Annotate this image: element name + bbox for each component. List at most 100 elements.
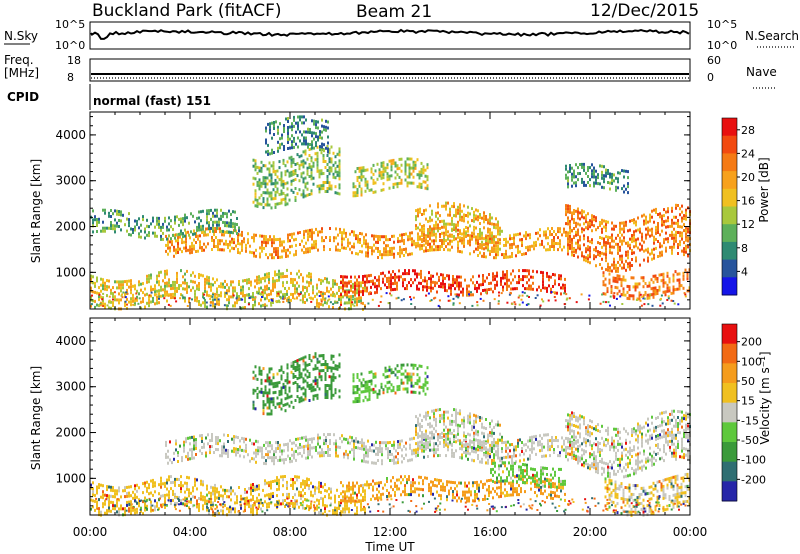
power-echo-cell — [496, 283, 498, 287]
power-echo-cell — [130, 303, 132, 307]
power-echo-cell — [671, 218, 673, 222]
power-echo-cell — [164, 281, 166, 285]
power-echo-cell — [178, 232, 180, 236]
power-echo-cell — [258, 287, 260, 291]
velocity-echo-cell — [356, 500, 358, 504]
power-echo-cell — [555, 233, 557, 236]
power-echo-cell — [128, 212, 130, 216]
power-echo-cell — [407, 238, 409, 242]
power-echo-cell — [323, 125, 325, 129]
power-echo-cell — [633, 245, 635, 249]
power-echo-cell — [506, 273, 508, 276]
velocity-echo-cell — [108, 509, 110, 513]
power-echo-cell — [619, 221, 621, 225]
power-echo-cell — [100, 277, 102, 281]
velocity-echo-cell — [534, 491, 536, 494]
power-echo-cell — [409, 252, 411, 256]
power-echo-cell — [244, 300, 246, 303]
power-echo-cell — [328, 169, 331, 173]
power-echo-cell — [398, 278, 400, 282]
power-echo-cell — [420, 182, 423, 186]
power-echo-cell — [310, 192, 313, 196]
power-echo-cell — [423, 227, 425, 231]
power-echo-cell — [558, 277, 560, 281]
power-echo-cell — [92, 275, 94, 279]
power-echo-cell — [435, 226, 437, 230]
power-echo-cell — [362, 169, 365, 173]
power-echo-cell — [264, 273, 266, 277]
power-echo-cell — [662, 272, 665, 276]
velocity-echo-cell — [410, 484, 412, 488]
power-echo-cell — [622, 278, 625, 282]
power-echo-cell — [276, 273, 278, 277]
velocity-echo-cell — [200, 482, 202, 486]
power-echo-cell — [158, 283, 160, 287]
power-echo-cell — [193, 244, 195, 248]
power-echo-cell — [202, 224, 204, 228]
velocity-echo-cell — [302, 494, 304, 498]
power-echo-cell — [271, 241, 273, 245]
power-echo-cell — [383, 253, 385, 257]
power-echo-cell — [629, 246, 631, 250]
power-noise-cell — [212, 293, 214, 296]
power-echo-cell — [275, 120, 277, 124]
power-echo-cell — [106, 288, 108, 292]
power-echo-cell — [659, 251, 661, 255]
power-echo-cell — [185, 246, 187, 250]
velocity-echo-cell — [300, 482, 302, 486]
power-echo-cell — [605, 168, 607, 172]
power-echo-cell — [273, 151, 275, 154]
velocity-echo-cell — [188, 494, 190, 498]
power-echo-cell — [140, 229, 142, 233]
power-echo-cell — [635, 220, 637, 224]
power-echo-cell — [672, 273, 675, 277]
power-noise-cell — [673, 302, 676, 305]
power-echo-cell — [404, 269, 406, 273]
power-echo-cell — [366, 280, 368, 284]
power-echo-cell — [467, 239, 469, 243]
power-echo-cell — [302, 159, 305, 163]
power-echo-cell — [360, 172, 363, 176]
velocity-echo-cell — [378, 484, 380, 488]
power-echo-cell — [543, 245, 545, 249]
velocity-echo-cell — [258, 499, 260, 503]
velocity-echo-cell — [302, 482, 304, 486]
power-echo-cell — [362, 281, 364, 284]
velocity-echo-cell — [250, 492, 252, 496]
velocity-echo-cell — [474, 493, 476, 497]
velocity-echo-cell — [408, 475, 410, 479]
velocity-echo-cell — [160, 482, 162, 486]
power-echo-cell — [199, 243, 201, 247]
power-echo-cell — [156, 289, 158, 293]
power-echo-cell — [283, 246, 285, 250]
velocity-echo-cell — [198, 497, 200, 500]
power-echo-cell — [571, 246, 573, 250]
power-echo-cell — [172, 227, 174, 231]
velocity-echo-cell — [476, 492, 478, 496]
power-echo-cell — [387, 250, 389, 254]
power-echo-cell — [589, 166, 591, 170]
velocity-echo-cell — [132, 490, 134, 494]
power-echo-cell — [344, 290, 346, 294]
power-echo-cell — [194, 274, 196, 278]
power-noise-cell — [541, 298, 543, 301]
power-echo-cell — [642, 294, 645, 298]
velocity-echo-cell — [166, 478, 168, 482]
power-noise-cell — [506, 301, 509, 304]
power-echo-cell — [191, 244, 193, 248]
velocity-echo-cell — [254, 485, 256, 489]
velocity-echo-cell — [344, 499, 346, 503]
power-echo-cell — [414, 166, 417, 170]
power-echo-cell — [417, 235, 419, 239]
power-echo-cell — [326, 286, 328, 290]
velocity-echo-cell — [108, 485, 110, 489]
power-echo-cell — [204, 301, 206, 305]
power-echo-cell — [245, 246, 247, 250]
power-echo-cell — [555, 242, 557, 245]
power-echo-cell — [502, 288, 504, 292]
velocity-echo-cell — [178, 499, 180, 502]
power-echo-cell — [658, 285, 661, 289]
power-echo-cell — [635, 229, 637, 233]
power-echo-cell — [451, 204, 453, 208]
